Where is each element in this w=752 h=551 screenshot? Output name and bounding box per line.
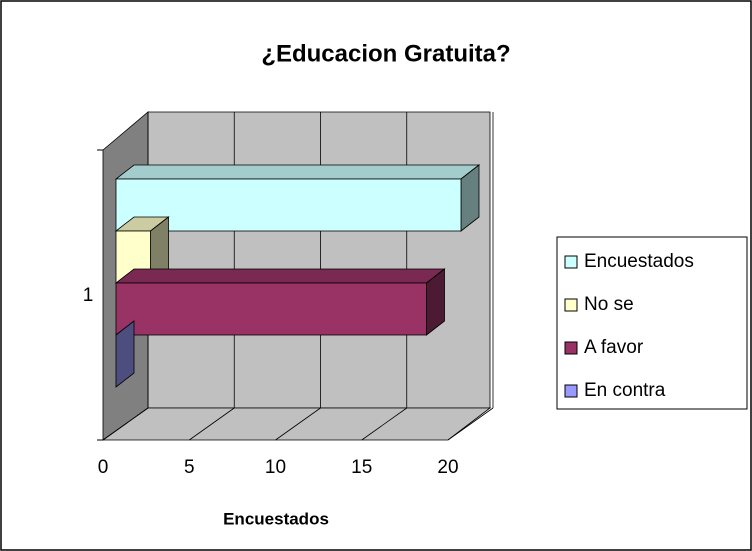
grid-line [447, 407, 494, 441]
legend-swatch [564, 255, 578, 269]
bar [115, 178, 462, 232]
legend-swatch [564, 341, 578, 355]
legend-label: En contra [584, 380, 666, 401]
grid-line [189, 407, 235, 441]
back-wall [147, 111, 491, 409]
x-tick-label: 15 [351, 457, 372, 478]
legend-label: A favor [584, 337, 644, 358]
bar-side [115, 320, 135, 388]
grid-line [275, 407, 321, 441]
x-tick-label: 5 [184, 457, 195, 478]
legend-swatch [564, 298, 578, 312]
floor [101, 407, 492, 441]
legend [556, 236, 748, 410]
x-tick-label: 20 [437, 457, 458, 478]
grid-line [102, 407, 149, 441]
bar-top [114, 164, 481, 180]
x-axis-title: Encuestados [223, 509, 329, 528]
legend-label: Encuestados [584, 251, 694, 272]
bar [115, 282, 427, 336]
grid-line [361, 407, 407, 441]
legend-swatch [564, 384, 578, 398]
x-tick-label: 10 [265, 457, 286, 478]
x-tick-label: 0 [98, 457, 109, 478]
bar-top [114, 268, 446, 284]
chart-title: ¿Educacion Gratuita? [261, 40, 510, 67]
legend-label: No se [584, 294, 634, 315]
y-tick-label: 1 [83, 285, 94, 306]
